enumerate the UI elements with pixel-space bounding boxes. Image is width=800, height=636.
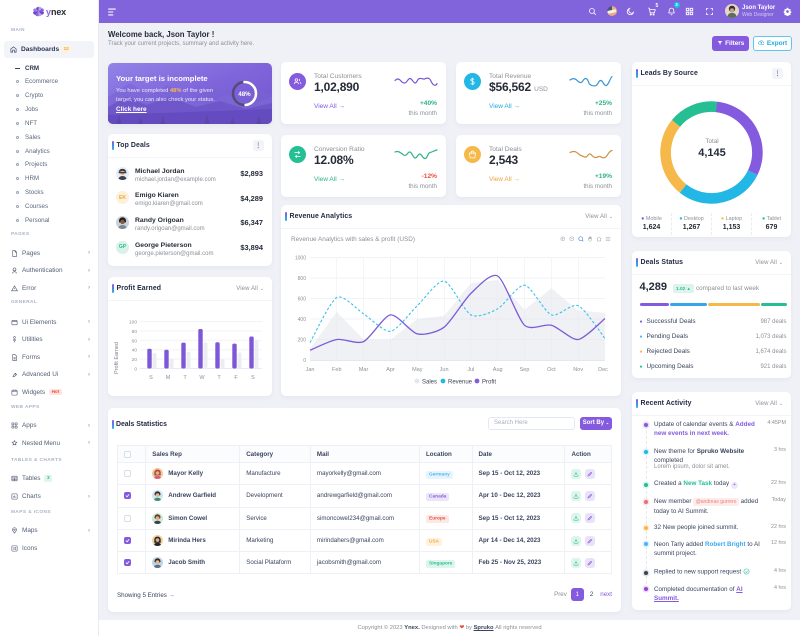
svg-text:600: 600 bbox=[298, 297, 307, 303]
svg-text:Jan: Jan bbox=[306, 367, 315, 373]
svg-text:Nov: Nov bbox=[573, 367, 583, 373]
svg-text:Jul: Jul bbox=[467, 367, 474, 373]
svg-text:200: 200 bbox=[298, 338, 307, 344]
svg-text:Sep: Sep bbox=[520, 367, 530, 373]
svg-text:W: W bbox=[199, 375, 205, 381]
svg-text:Oct: Oct bbox=[547, 367, 556, 373]
svg-text:48%: 48% bbox=[238, 91, 251, 98]
svg-text:0: 0 bbox=[303, 358, 306, 364]
svg-text:T: T bbox=[217, 375, 221, 381]
svg-text:1000: 1000 bbox=[295, 256, 306, 262]
svg-text:Mar: Mar bbox=[359, 367, 369, 373]
svg-text:Feb: Feb bbox=[332, 367, 341, 373]
svg-text:S: S bbox=[149, 375, 153, 381]
svg-text:800: 800 bbox=[298, 276, 307, 282]
svg-text:60: 60 bbox=[132, 338, 138, 344]
svg-text:Profit Earned: Profit Earned bbox=[114, 342, 120, 374]
svg-text:40: 40 bbox=[132, 348, 138, 354]
svg-text:100: 100 bbox=[129, 320, 137, 326]
svg-text:20: 20 bbox=[132, 357, 138, 363]
svg-text:Apr: Apr bbox=[386, 367, 395, 373]
svg-text:M: M bbox=[166, 375, 171, 381]
svg-text:T: T bbox=[183, 375, 187, 381]
svg-text:0: 0 bbox=[134, 367, 137, 373]
svg-text:Profit: Profit bbox=[482, 379, 496, 385]
svg-text:400: 400 bbox=[298, 317, 307, 323]
svg-text:Sales: Sales bbox=[422, 379, 437, 385]
svg-text:Aug: Aug bbox=[493, 367, 503, 373]
svg-text:Jun: Jun bbox=[440, 367, 449, 373]
svg-text:F: F bbox=[234, 375, 238, 381]
svg-text:May: May bbox=[412, 367, 423, 373]
svg-text:Dec: Dec bbox=[598, 367, 608, 373]
svg-text:S: S bbox=[251, 375, 255, 381]
svg-text:80: 80 bbox=[132, 329, 138, 335]
svg-text:Revenue: Revenue bbox=[448, 379, 473, 385]
